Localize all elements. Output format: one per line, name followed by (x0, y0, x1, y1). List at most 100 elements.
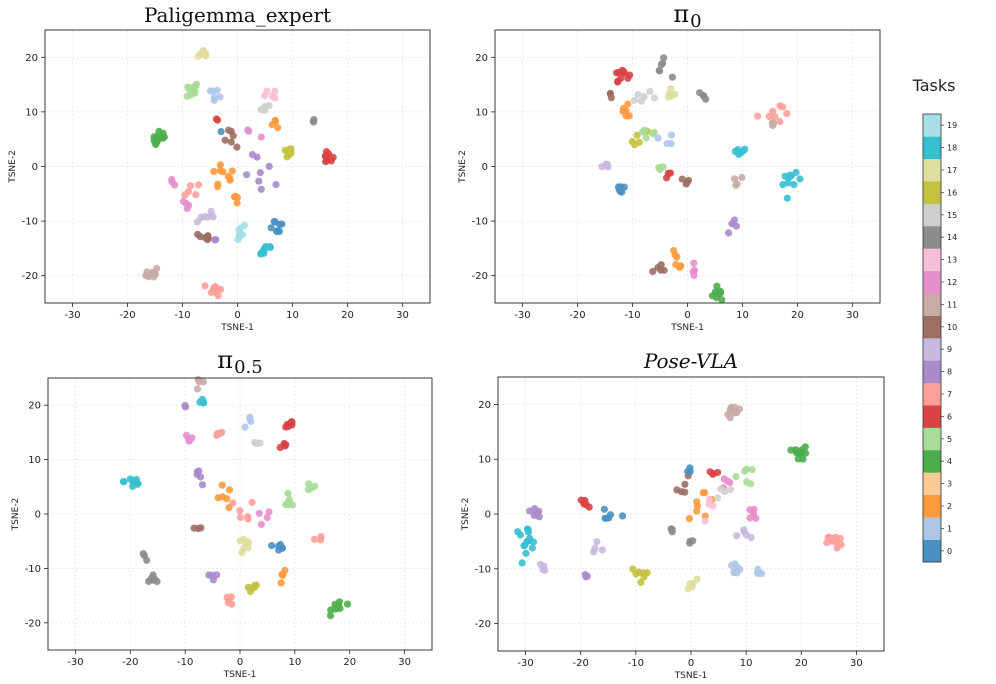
colorbar-swatch-3 (923, 472, 941, 496)
scatter-point-task-6 (709, 470, 717, 478)
scatter-point-task-10 (194, 524, 202, 533)
scatter-point-task-7 (824, 533, 832, 541)
scatter-point-task-5 (732, 473, 740, 481)
scatter-point-task-15 (253, 440, 261, 448)
scatter-point-task-15 (261, 103, 269, 111)
scatter-point-task-9 (598, 546, 606, 554)
scatter-point-task-15 (646, 87, 654, 95)
colorbar-swatch-4 (923, 450, 941, 473)
scatter-point-task-2 (677, 262, 685, 270)
colorbar-label: 17 (947, 166, 957, 175)
scatter-point-task-13 (271, 94, 279, 102)
scatter-point-task-18 (784, 179, 792, 187)
scatter-point-task-18 (735, 150, 743, 158)
scatter-point-task-9 (197, 213, 205, 221)
x-tick-label: 0 (684, 310, 690, 321)
scatter-point-task-2 (619, 107, 627, 116)
scatter-point-task-12 (171, 181, 179, 189)
scatter-point-task-2 (214, 183, 222, 191)
scatter-point-task-12 (690, 259, 698, 267)
scatter-point-task-12 (720, 475, 728, 483)
x-tick-label: 0 (234, 310, 240, 321)
x-tick-label: -10 (624, 310, 640, 321)
scatter-point-task-1 (736, 566, 744, 574)
colorbar-swatch-10 (923, 315, 941, 339)
scatter-point-task-2 (271, 116, 279, 124)
colorbar-label: 5 (947, 435, 952, 444)
scatter-point-task-2 (277, 579, 285, 587)
y-tick-label: 20 (478, 400, 491, 411)
chart-panel-0: -30 -20 -10 0 10 20 30 -20 -10 0 10 20 TSNE-1 TSNE-2 P… (8, 3, 431, 333)
scatter-point-task-5 (649, 130, 657, 138)
scatter-point-task-12 (265, 508, 273, 516)
scatter-point-task-7 (823, 539, 831, 547)
scatter-point-task-5 (748, 466, 756, 474)
colorbar-swatch-6 (923, 405, 941, 428)
colorbar-label: 11 (947, 300, 957, 309)
scatter-point-task-6 (620, 68, 628, 76)
scatter-point-task-16 (633, 131, 641, 139)
scatter-point-task-11 (153, 264, 161, 273)
scatter-point-task-17 (236, 537, 244, 545)
scatter-point-task-18 (524, 525, 532, 534)
chart-title: π0.5 (217, 346, 262, 378)
scatter-point-task-7 (214, 292, 222, 300)
y-tick-label: -10 (475, 564, 491, 575)
scatter-point-task-6 (613, 69, 621, 77)
x-tick-label: -30 (64, 310, 80, 321)
scatter-point-task-5 (187, 91, 195, 99)
y-tick-label: 20 (28, 401, 41, 412)
chart-panel-3: -30 -20 -10 0 10 20 30 -20 -10 0 10 20 TSNE-1 TSNE-2 P… (461, 349, 885, 681)
scatter-point-task-7 (769, 107, 777, 115)
scatter-point-task-10 (681, 480, 689, 488)
scatter-point-task-4 (794, 455, 802, 463)
scatter-point-task-7 (236, 513, 244, 522)
x-tick-label: -10 (174, 310, 190, 321)
title-subscript: 0 (690, 11, 701, 32)
scatter-point-task-16 (284, 148, 292, 156)
scatter-point-task-8 (582, 573, 590, 581)
scatter-point-task-10 (649, 267, 657, 276)
colorbar-swatch-18 (923, 136, 941, 160)
y-tick-label: 10 (478, 455, 491, 466)
title-subscript: 0.5 (234, 357, 263, 378)
scatter-point-task-18 (790, 181, 798, 189)
colorbar-label: 6 (947, 412, 952, 421)
scatter-point-task-2 (281, 566, 289, 575)
colorbar-label: 10 (947, 323, 957, 332)
scatter-point-task-5 (642, 134, 650, 142)
y-tick-label: 0 (485, 510, 491, 521)
y-axis-label: TSNE-2 (458, 150, 468, 184)
scatter-point-task-4 (326, 612, 335, 620)
y-tick-label: 10 (28, 455, 41, 466)
colorbar-label: 3 (947, 480, 952, 489)
scatter-point-task-15 (630, 96, 638, 104)
y-tick-label: -10 (22, 217, 38, 228)
colorbar-swatch-15 (923, 203, 941, 227)
colorbar-swatch-13 (923, 248, 941, 272)
scatter-point-task-6 (664, 169, 672, 177)
scatter-point-task-7 (201, 282, 209, 290)
scatter-point-task-1 (730, 569, 738, 577)
scatter-point-task-12 (689, 268, 697, 276)
colorbar-label: 12 (947, 278, 957, 287)
scatter-point-task-7 (783, 110, 791, 118)
scatter-point-task-0 (268, 542, 276, 550)
scatter-point-task-18 (781, 172, 789, 180)
scatter-point-task-15 (714, 494, 722, 502)
scatter-point-task-4 (334, 601, 343, 610)
scatter-point-task-12 (257, 520, 265, 529)
chart-title: π0 (673, 0, 701, 32)
scatter-point-task-17 (244, 540, 252, 548)
scatter-point-task-8 (272, 181, 280, 189)
colorbar-label: 14 (947, 233, 957, 242)
scatter-point-task-7 (207, 288, 215, 296)
scatter-point-task-4 (153, 132, 161, 140)
scatter-point-task-9 (740, 526, 748, 534)
x-tick-label: 10 (736, 310, 749, 321)
scatter-point-task-4 (801, 443, 809, 451)
scatter-point-task-14 (660, 54, 668, 62)
colorbar-swatch-8 (923, 360, 941, 384)
colorbar-label: 1 (947, 524, 952, 533)
